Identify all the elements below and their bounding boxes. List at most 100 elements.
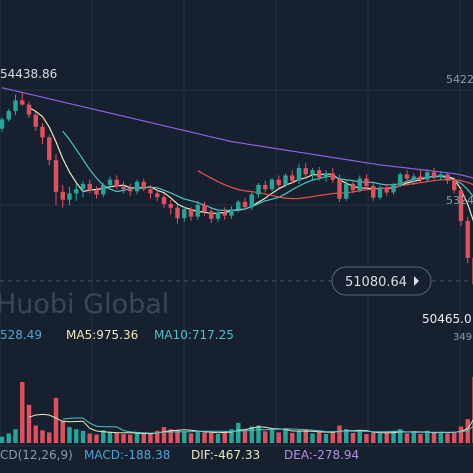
axis-label-mid: 5324 <box>446 194 473 207</box>
candle-body <box>20 100 25 105</box>
volume-bar <box>40 430 45 443</box>
candle <box>344 180 349 201</box>
candle-body <box>364 178 369 187</box>
candle-body <box>337 179 342 199</box>
candle-body <box>256 184 261 195</box>
candle-body <box>188 209 194 217</box>
candle-body <box>310 170 315 175</box>
candle <box>40 123 45 145</box>
volume-bar <box>438 431 443 443</box>
candle <box>330 168 335 183</box>
volume-bar <box>175 430 180 443</box>
volume-bar <box>182 431 187 443</box>
volume-bar <box>364 433 369 443</box>
candle-body <box>276 179 281 185</box>
candle-body <box>303 168 308 175</box>
volume-ma10-legend: MA10:717.25 <box>154 328 234 342</box>
candle <box>195 200 200 220</box>
candle <box>182 206 187 222</box>
volume-bar <box>350 432 356 443</box>
play-arrow-icon <box>414 276 419 286</box>
volume-bar <box>195 430 200 443</box>
candle <box>398 172 403 188</box>
candle-body <box>229 209 234 216</box>
macd-params: CD(12,26,9) <box>0 448 73 462</box>
candle-body <box>404 174 410 179</box>
candle-body <box>330 173 335 180</box>
volume-bar <box>74 429 79 443</box>
candle-body <box>215 212 221 219</box>
candle <box>6 108 11 122</box>
volume-bar <box>53 397 59 443</box>
candle <box>101 182 106 198</box>
volume-bar <box>0 436 5 443</box>
candle <box>276 175 281 189</box>
candle-body <box>94 190 99 195</box>
volume-bar <box>256 425 261 443</box>
candle-body <box>425 172 430 180</box>
candle <box>114 175 119 190</box>
candle-body <box>445 174 450 181</box>
volume-bar <box>290 432 295 443</box>
volume-bar <box>357 431 362 443</box>
volume-ma-lines <box>28 413 473 435</box>
candle <box>391 182 396 195</box>
candle-body <box>0 119 5 129</box>
candle-body <box>80 183 86 190</box>
candle-body <box>452 180 457 191</box>
candle-body <box>74 189 79 194</box>
candle-body <box>175 207 180 219</box>
volume-bar <box>452 432 457 443</box>
candle-body <box>391 184 396 193</box>
ma-line-ma10 <box>62 130 473 211</box>
dea-value: DEA:-278.94 <box>284 448 359 462</box>
candle-body <box>357 178 362 191</box>
candle-body <box>398 174 403 185</box>
last-price-pill[interactable]: 51080.64 <box>331 266 432 296</box>
candle-body <box>222 212 227 216</box>
candle <box>337 174 342 202</box>
high-price-label: 54438.86 <box>0 67 57 81</box>
candle-body <box>134 181 140 192</box>
candle <box>175 205 180 224</box>
volume-bar <box>87 433 92 443</box>
candle <box>404 170 410 182</box>
candle <box>310 168 315 180</box>
candle <box>33 112 38 132</box>
volume-bar <box>418 433 423 443</box>
candle-body <box>384 188 389 193</box>
candles <box>0 92 473 285</box>
candle-body <box>465 220 470 258</box>
candle-body <box>168 203 173 208</box>
candle <box>188 207 194 221</box>
candle <box>425 169 430 182</box>
volume-bar <box>276 432 281 443</box>
volume-bar <box>161 427 167 443</box>
candle <box>121 181 126 194</box>
candle <box>0 117 5 132</box>
candle-body <box>121 186 126 190</box>
volume-bar <box>344 429 349 443</box>
candle-body <box>344 183 349 199</box>
candle <box>202 201 207 216</box>
candle <box>350 179 356 194</box>
candle-body <box>182 209 187 219</box>
macd-value: MACD:-188.38 <box>84 448 170 462</box>
candle-body <box>418 176 423 180</box>
volume-bar <box>121 433 126 443</box>
volume-bar <box>303 429 308 443</box>
dif-value: DIF:-467.33 <box>191 448 260 462</box>
volume-bar <box>229 429 234 443</box>
volume-bar <box>236 422 241 443</box>
candle-body <box>26 104 32 115</box>
candle <box>168 199 173 215</box>
last-price-value: 51080.64 <box>345 275 407 290</box>
ma-line-ma30 <box>197 170 473 200</box>
low-price-label: 50465.0 <box>422 312 472 326</box>
candle <box>452 178 457 194</box>
candle-body <box>317 170 322 178</box>
candle-body <box>114 179 119 187</box>
volume-bar <box>13 429 18 443</box>
